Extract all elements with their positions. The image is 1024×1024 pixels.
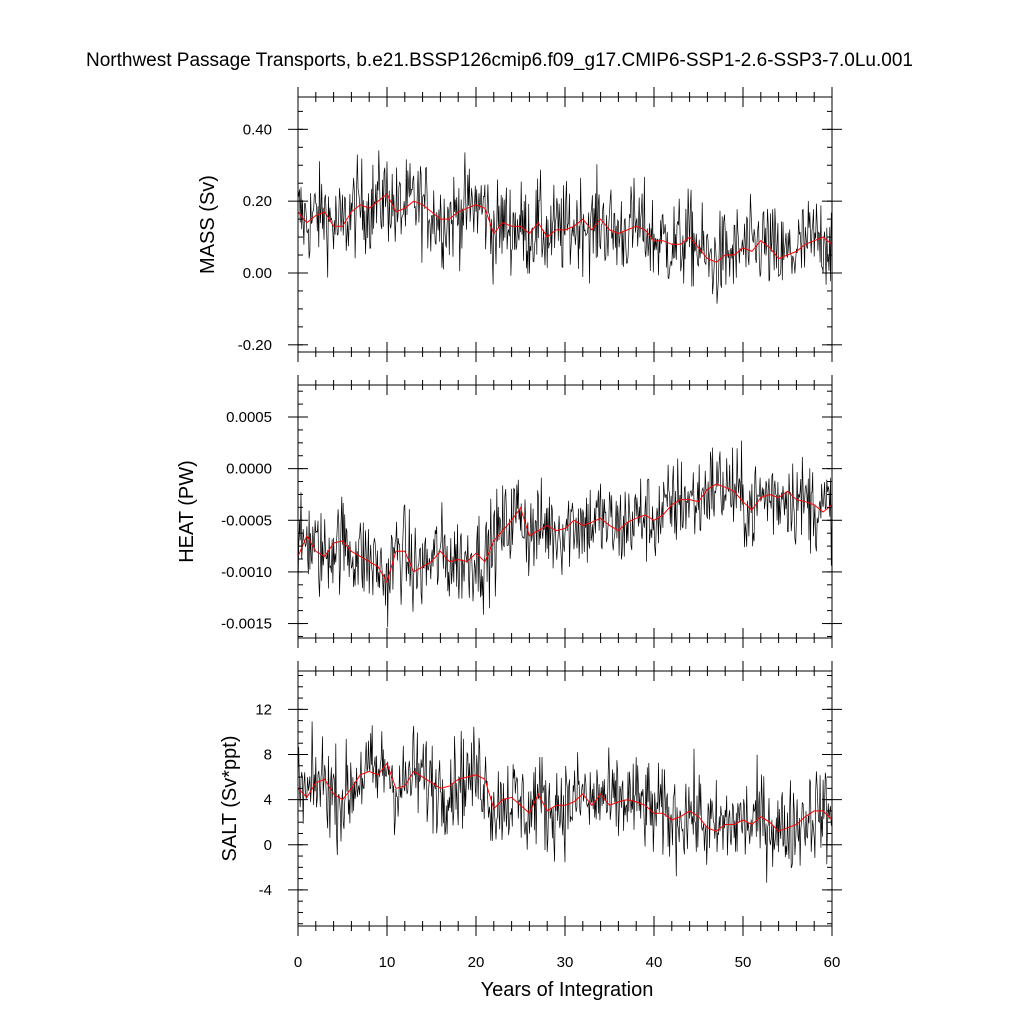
panel-2: 0.0005 0.0000 -0.0005 -0.0010 -0.0015 HEAT (P… xyxy=(176,375,842,648)
smoothed-series-line xyxy=(297,193,833,263)
y-axis-label: SALT (Sv*ppt) xyxy=(219,736,241,862)
x-tick-label: 60 xyxy=(824,954,841,971)
plot-area xyxy=(297,440,833,628)
plot-area xyxy=(297,150,833,304)
y-axis-label: HEAT (PW) xyxy=(176,460,198,563)
x-tick-label: 30 xyxy=(557,954,574,971)
raw-series-line xyxy=(297,150,833,304)
x-axis-label: Years of Integration xyxy=(481,979,654,1001)
chart-title: Northwest Passage Transports, b.e21.BSSP… xyxy=(86,50,913,71)
smoothed-series-line xyxy=(297,483,833,584)
raw-series-line xyxy=(297,721,833,883)
smoothed-series-line xyxy=(297,762,833,832)
y-tick-label: -0.20 xyxy=(238,337,272,354)
x-tick-label: 20 xyxy=(468,954,485,971)
y-tick-label: -0.0010 xyxy=(221,564,272,581)
x-tick-label: 50 xyxy=(735,954,752,971)
y-tick-label: -0.0015 xyxy=(221,616,272,633)
y-axis-label: MASS (Sv) xyxy=(197,175,219,274)
x-tick-label: 40 xyxy=(646,954,663,971)
y-tick-label: 0.00 xyxy=(243,265,272,282)
x-tick-label: 0 xyxy=(294,954,302,971)
y-tick-label: 8 xyxy=(264,746,272,763)
y-tick-label: 0 xyxy=(264,837,272,854)
panels: 0.40 0.20 0.00 -0.20 MASS (Sv) 0.0005 0.0000 -0… xyxy=(176,87,842,971)
x-tick-label: 10 xyxy=(379,954,396,971)
y-tick-label: 0.40 xyxy=(243,121,272,138)
panel-1: 0.40 0.20 0.00 -0.20 MASS (Sv) xyxy=(197,87,842,362)
y-tick-label: -0.0005 xyxy=(221,512,272,529)
y-tick-label: 12 xyxy=(255,701,272,718)
plot-area xyxy=(297,721,833,883)
y-tick-label: -4 xyxy=(259,882,272,899)
raw-series-line xyxy=(297,440,833,628)
y-tick-label: 0.0005 xyxy=(226,409,272,426)
y-tick-label: 0.20 xyxy=(243,193,272,210)
y-tick-label: 0.0000 xyxy=(226,461,272,478)
plot-frame xyxy=(297,670,833,927)
y-tick-label: 4 xyxy=(264,792,272,809)
